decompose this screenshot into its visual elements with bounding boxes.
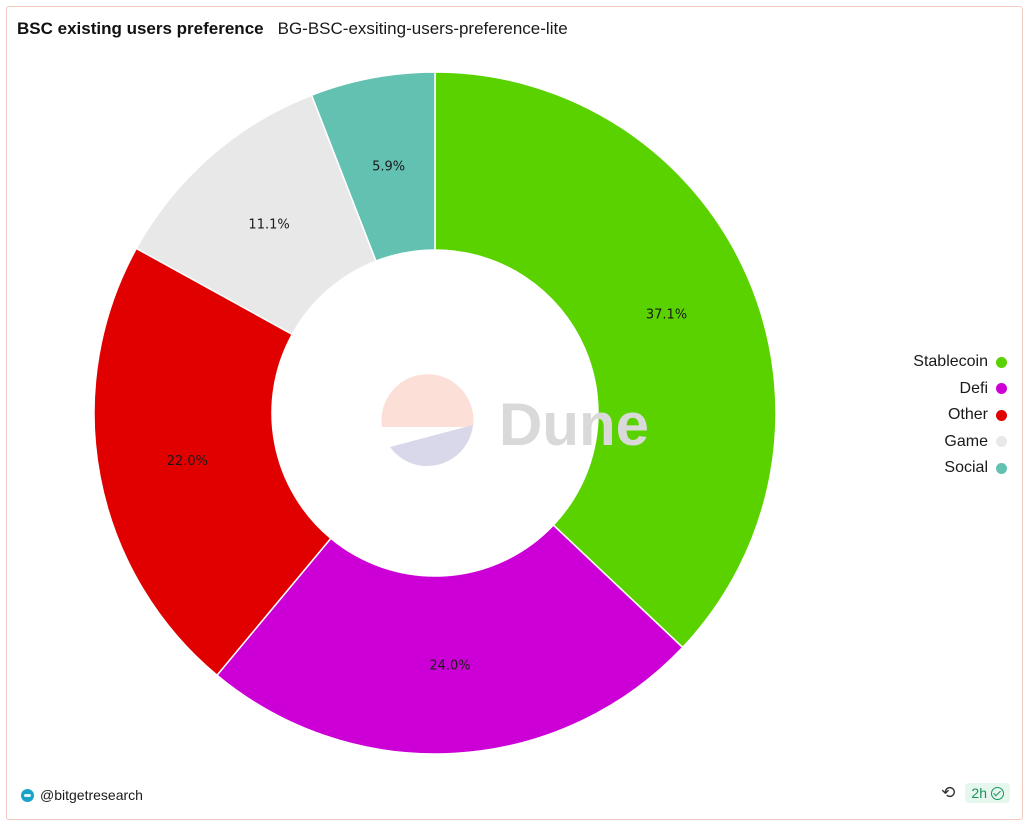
slice-defi[interactable]	[215, 523, 684, 755]
data-label-defi: 24.0%	[429, 659, 470, 674]
slice-other[interactable]	[93, 247, 332, 677]
legend-item-defi[interactable]: Defi	[867, 376, 1007, 403]
refresh-icon[interactable]: ⟲	[941, 783, 956, 802]
author-name[interactable]: @bitgetresearch	[40, 787, 143, 803]
freshness-label: 2h	[971, 785, 987, 801]
legend-label: Social	[944, 459, 988, 477]
chart-header: BSC existing users preference BG-BSC-exs…	[17, 19, 568, 39]
slice-stablecoin[interactable]	[434, 71, 777, 649]
author-link[interactable]: @bitgetresearch	[21, 787, 143, 803]
chart-card: BSC existing users preference BG-BSC-exs…	[6, 6, 1023, 820]
dune-watermark: Dune	[381, 374, 649, 467]
legend-label: Other	[947, 406, 988, 424]
freshness-badge[interactable]: 2h	[965, 783, 1010, 803]
svg-text:Dune: Dune	[499, 391, 649, 458]
data-label-stablecoin: 37.1%	[646, 307, 687, 322]
legend-swatch	[996, 356, 1007, 368]
legend-swatch	[996, 462, 1007, 474]
slice-game[interactable]	[135, 94, 377, 336]
legend-swatch	[996, 436, 1007, 448]
legend-label: Stablecoin	[913, 353, 988, 371]
legend-label: Defi	[959, 379, 988, 397]
check-icon	[991, 786, 1004, 800]
data-label-other: 22.0%	[167, 454, 208, 469]
query-name[interactable]: BG-BSC-exsiting-users-preference-lite	[277, 19, 568, 38]
legend-item-other[interactable]: Other	[867, 402, 1007, 429]
footer-controls: ⟲ 2h	[941, 783, 1010, 803]
legend-item-stablecoin[interactable]: Stablecoin	[867, 349, 1007, 376]
legend-item-game[interactable]: Game	[867, 429, 1007, 456]
author-avatar	[21, 788, 34, 802]
data-label-social: 5.9%	[372, 159, 405, 174]
slice-social[interactable]	[310, 71, 436, 263]
data-label-game: 11.1%	[248, 217, 289, 232]
legend-item-social[interactable]: Social	[867, 455, 1007, 482]
legend-swatch	[996, 383, 1007, 395]
chart-title[interactable]: BSC existing users preference	[17, 19, 264, 38]
legend-label: Game	[944, 432, 988, 450]
chart-legend: Stablecoin Defi Other Game Social	[867, 349, 1007, 482]
legend-swatch	[996, 409, 1007, 421]
donut-chart: 37.1% 24.0% 22.0% 11.1% 5.9% Dune	[93, 71, 777, 755]
